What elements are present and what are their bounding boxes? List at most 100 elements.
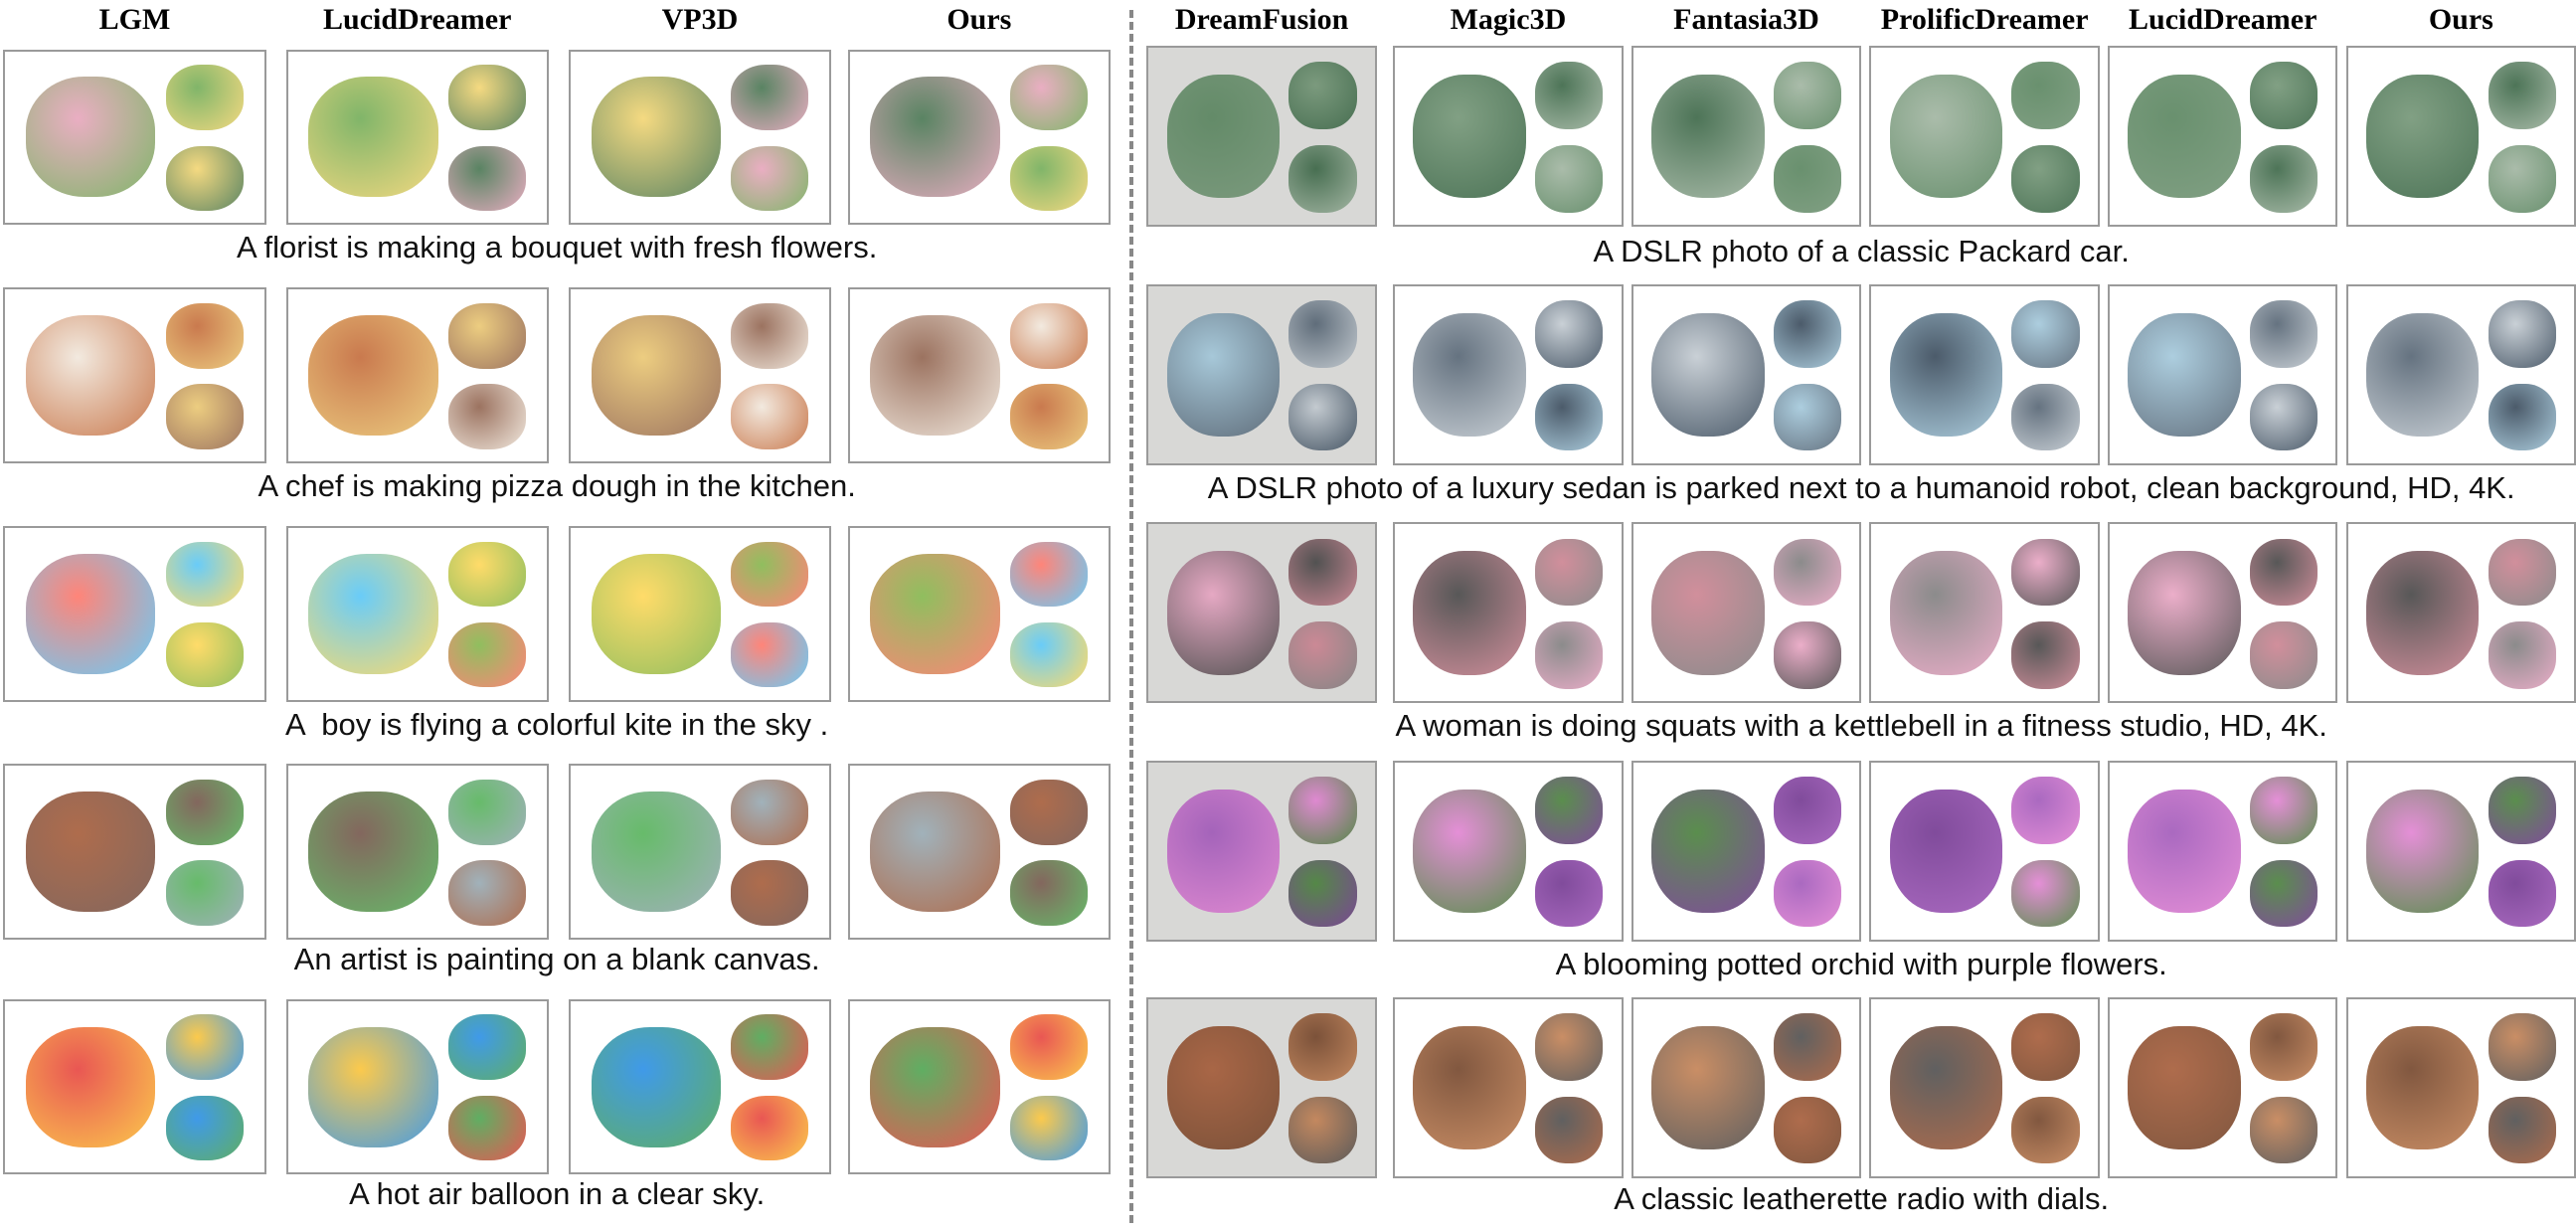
rendered-object: [447, 302, 527, 369]
result-image: [2345, 522, 2576, 704]
rendered-object: [1010, 860, 1089, 927]
column-header: Ours: [946, 3, 1012, 37]
caption: A chef is making pizza dough in the kitc…: [258, 467, 856, 503]
rendered-object: [1010, 780, 1089, 845]
result-image: [3, 525, 266, 702]
rendered-object: [2128, 1025, 2241, 1150]
caption: A DSLR photo of a classic Packard car.: [1593, 233, 2130, 268]
rendered-object: [2249, 145, 2318, 213]
rendered-object: [2249, 777, 2318, 844]
rendered-object: [870, 792, 1000, 913]
rendered-object: [1413, 312, 1527, 437]
rendered-object: [308, 77, 438, 198]
result-image: [1393, 997, 1624, 1178]
rendered-object: [2249, 1096, 2318, 1164]
rendered-object: [870, 1026, 1000, 1147]
result-image: [2345, 46, 2576, 228]
rendered-object: [591, 315, 721, 437]
rendered-object: [1288, 145, 1357, 213]
result-image: [1631, 761, 1862, 942]
rendered-object: [2488, 383, 2556, 451]
rendered-object: [2011, 383, 2080, 451]
rendered-object: [447, 621, 527, 688]
rendered-object: [2128, 551, 2241, 675]
column-header: LucidDreamer: [2129, 3, 2318, 37]
result-image: [2345, 283, 2576, 465]
rendered-object: [1413, 551, 1527, 675]
column-header: ProlificDreamer: [1880, 3, 2089, 37]
rendered-object: [591, 77, 721, 198]
rendered-object: [731, 384, 809, 449]
rendered-object: [2488, 300, 2556, 368]
rendered-object: [870, 315, 1000, 437]
result-image: [847, 998, 1112, 1175]
result-image: [1146, 522, 1377, 704]
rendered-object: [165, 541, 244, 608]
rendered-object: [1010, 384, 1089, 449]
result-image: [285, 287, 549, 463]
rendered-object: [447, 65, 527, 131]
rendered-object: [165, 145, 244, 212]
rendered-object: [2249, 62, 2318, 130]
result-image: [847, 287, 1112, 463]
rendered-object: [26, 792, 156, 913]
rendered-object: [1773, 1013, 1841, 1081]
column-header: DreamFusion: [1174, 3, 1349, 37]
rendered-object: [447, 860, 527, 927]
rendered-object: [731, 860, 809, 927]
column-header: Ours: [2428, 3, 2493, 37]
rendered-object: [870, 77, 1000, 198]
rendered-object: [1651, 312, 1765, 437]
rendered-object: [1889, 789, 2003, 914]
result-image: [1869, 761, 2100, 942]
rendered-object: [2365, 1025, 2480, 1150]
result-image: [1393, 522, 1624, 704]
rendered-object: [1288, 538, 1357, 607]
rendered-object: [1773, 383, 1841, 451]
rendered-object: [1288, 777, 1357, 844]
result-image: [568, 998, 832, 1175]
rendered-object: [1651, 551, 1765, 675]
caption: A boy is flying a colorful kite in the s…: [285, 706, 829, 742]
rendered-object: [2128, 312, 2241, 437]
rendered-object: [1651, 789, 1765, 914]
rendered-object: [1288, 859, 1357, 928]
rendered-object: [731, 1014, 809, 1081]
result-image: [2108, 46, 2338, 228]
result-image: [568, 287, 832, 463]
caption: A blooming potted orchid with purple flo…: [1555, 946, 2167, 981]
rendered-object: [1773, 145, 1841, 213]
rendered-object: [1010, 302, 1089, 369]
rendered-object: [1535, 1096, 1604, 1164]
result-image: [1146, 761, 1377, 942]
rendered-object: [2011, 1013, 2080, 1081]
rendered-object: [1413, 789, 1527, 914]
rendered-object: [1535, 777, 1604, 844]
rendered-object: [591, 1026, 721, 1147]
result-image: [1631, 283, 1862, 465]
column-header: Magic3D: [1450, 3, 1567, 37]
rendered-object: [447, 780, 527, 845]
result-image: [285, 998, 549, 1175]
rendered-object: [1773, 621, 1841, 689]
rendered-object: [165, 1014, 244, 1081]
result-image: [847, 525, 1112, 702]
rendered-object: [870, 553, 1000, 674]
rendered-object: [165, 302, 244, 369]
result-image: [847, 49, 1112, 226]
result-image: [1631, 522, 1862, 704]
rendered-object: [26, 315, 156, 437]
rendered-object: [2365, 312, 2480, 437]
rendered-object: [591, 792, 721, 913]
column-header: LucidDreamer: [323, 3, 512, 37]
caption: An artist is painting on a blank canvas.: [293, 941, 820, 976]
caption: A classic leatherette radio with dials.: [1614, 1181, 2110, 1217]
rendered-object: [447, 384, 527, 449]
caption: A DSLR photo of a luxury sedan is parked…: [1207, 469, 2515, 505]
rendered-object: [2011, 145, 2080, 213]
rendered-object: [308, 1026, 438, 1147]
rendered-object: [1889, 74, 2003, 199]
rendered-object: [26, 1026, 156, 1147]
rendered-object: [1535, 300, 1604, 368]
rendered-object: [447, 1014, 527, 1081]
